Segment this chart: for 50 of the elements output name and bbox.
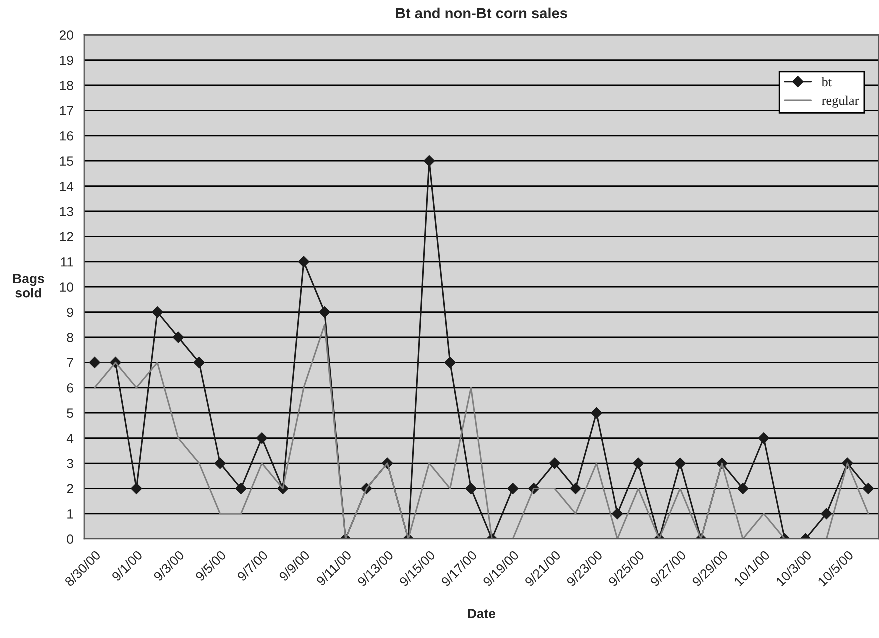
x-axis-title: Date: [468, 609, 496, 618]
y-tick-label: 9: [67, 308, 74, 318]
point: [319, 306, 330, 318]
y-tick-label: 13: [60, 207, 74, 216]
point: [298, 256, 310, 268]
point: [236, 483, 247, 494]
y-tick-label: 8: [67, 333, 74, 342]
y-tick-label: 5: [67, 408, 74, 418]
point: [194, 357, 205, 368]
y-tick-label: 4: [66, 434, 74, 444]
point: [424, 155, 436, 167]
point: [674, 458, 686, 470]
y-tick-label: 20: [60, 30, 74, 40]
point: [466, 483, 477, 494]
point: [89, 357, 100, 368]
point: [256, 432, 268, 444]
point: [758, 432, 770, 444]
point: [821, 508, 832, 520]
y-tick-label: 18: [60, 81, 74, 90]
y-tick-label: 10: [60, 282, 74, 292]
y-tick-label: 12: [60, 232, 74, 242]
point: [444, 357, 456, 368]
y-tick-label: 15: [60, 156, 74, 166]
y-tick-label: 14: [60, 182, 74, 192]
legend-label: regular: [822, 96, 860, 108]
y-tick-label: 1: [68, 510, 74, 519]
y-tick-label: 16: [60, 131, 74, 141]
legend-label: bt: [822, 77, 832, 87]
y-tick-label: 19: [60, 56, 74, 66]
point: [549, 458, 560, 470]
point: [152, 306, 164, 318]
chart-title: Bt and non-Bt corn sales: [396, 8, 568, 19]
point: [591, 408, 602, 419]
point: [570, 483, 582, 494]
y-axis-title: Bags sold: [13, 274, 44, 298]
point: [737, 483, 749, 494]
y-tick-label: 17: [60, 106, 74, 116]
y-tick-label: 6: [67, 383, 74, 393]
y-tick-label: 2: [67, 484, 74, 494]
point: [612, 508, 624, 520]
y-tick-label: 3: [67, 459, 74, 468]
point: [214, 458, 226, 470]
y-tick-label: 0: [67, 534, 74, 544]
point: [632, 458, 644, 470]
point: [131, 483, 142, 494]
point: [507, 483, 519, 494]
point: [172, 332, 184, 344]
y-tick-label: 11: [61, 258, 74, 267]
point: [862, 483, 874, 494]
y-tick-label: 7: [67, 358, 74, 368]
